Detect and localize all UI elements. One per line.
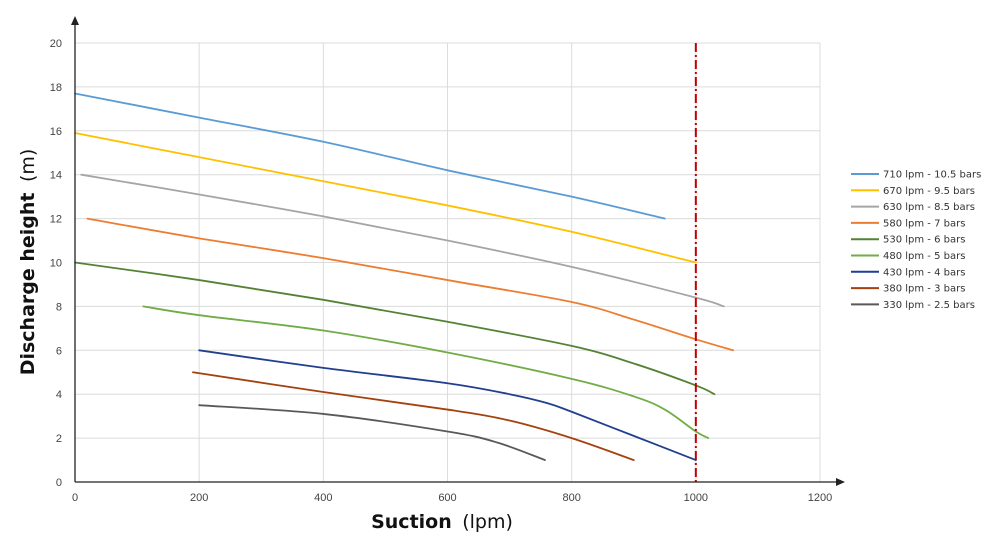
x-axis-title: Suction (lpm) <box>371 511 513 533</box>
y-axis-title-bold: Discharge height <box>17 192 39 375</box>
y-tick-label: 20 <box>50 38 62 50</box>
series-line-6 <box>142 305 710 439</box>
x-tick-label: 200 <box>190 492 208 504</box>
x-tick-label: 1000 <box>684 492 708 504</box>
y-tick-label: 16 <box>50 126 62 138</box>
series-line-3 <box>80 173 725 308</box>
y-tick-label: 2 <box>56 433 62 445</box>
series-line-5 <box>74 261 716 396</box>
legend-label: 710 lpm - 10.5 bars <box>883 170 981 181</box>
x-tick-label: 600 <box>438 492 456 504</box>
x-axis-arrow-icon <box>836 478 845 486</box>
x-tick-label: 800 <box>562 492 580 504</box>
x-tick-label: 0 <box>72 492 78 504</box>
x-tick-label: 1200 <box>808 492 832 504</box>
y-tick-label: 0 <box>56 477 62 489</box>
axes <box>71 16 845 486</box>
series-lines <box>74 92 734 461</box>
legend-label: 430 lpm - 4 bars <box>883 267 965 278</box>
legend: 710 lpm - 10.5 bars 670 lpm - 9.5 bars 630… <box>851 170 981 311</box>
legend-label: 670 lpm - 9.5 bars <box>883 186 975 197</box>
series-line-8 <box>192 371 635 461</box>
x-axis-title-unit: (lpm) <box>462 511 513 533</box>
series-line-9 <box>198 404 546 461</box>
y-axis-title-unit: (m) <box>17 149 39 182</box>
y-tick-label: 18 <box>50 82 62 94</box>
legend-label: 530 lpm - 6 bars <box>883 235 965 246</box>
legend-label: 580 lpm - 7 bars <box>883 218 965 229</box>
series-line-4 <box>86 217 734 352</box>
legend-label: 380 lpm - 3 bars <box>883 284 965 295</box>
x-axis-title-bold: Suction <box>371 511 452 533</box>
y-tick-label: 10 <box>50 258 62 270</box>
series-line-1 <box>74 92 666 220</box>
x-tick-label: 400 <box>314 492 332 504</box>
y-tick-label: 8 <box>56 301 62 313</box>
y-tick-label: 12 <box>50 214 62 226</box>
legend-label: 630 lpm - 8.5 bars <box>883 202 975 213</box>
legend-label: 330 lpm - 2.5 bars <box>883 300 975 311</box>
y-tick-label: 14 <box>50 170 62 182</box>
y-tick-label: 6 <box>56 345 62 357</box>
series-line-2 <box>74 132 697 264</box>
legend-label: 480 lpm - 5 bars <box>883 251 965 262</box>
series-line-7 <box>198 349 697 461</box>
y-axis-title: Discharge height (m) <box>17 149 39 376</box>
y-axis-arrow-icon <box>71 16 79 25</box>
grid <box>75 42 821 482</box>
y-tick-label: 4 <box>56 389 62 401</box>
